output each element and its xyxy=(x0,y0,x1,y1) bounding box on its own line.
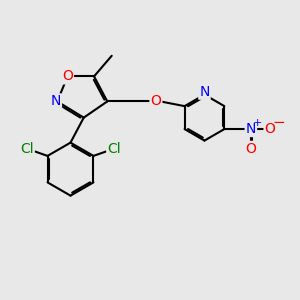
Text: N: N xyxy=(246,122,256,136)
Text: +: + xyxy=(253,118,262,128)
Text: Cl: Cl xyxy=(20,142,34,155)
Text: N: N xyxy=(51,94,61,108)
Text: −: − xyxy=(272,115,285,130)
Text: Cl: Cl xyxy=(107,142,121,155)
Text: N: N xyxy=(199,85,210,99)
Text: O: O xyxy=(151,94,161,108)
Text: O: O xyxy=(265,122,275,136)
Text: O: O xyxy=(245,142,256,156)
Text: O: O xyxy=(62,69,73,83)
